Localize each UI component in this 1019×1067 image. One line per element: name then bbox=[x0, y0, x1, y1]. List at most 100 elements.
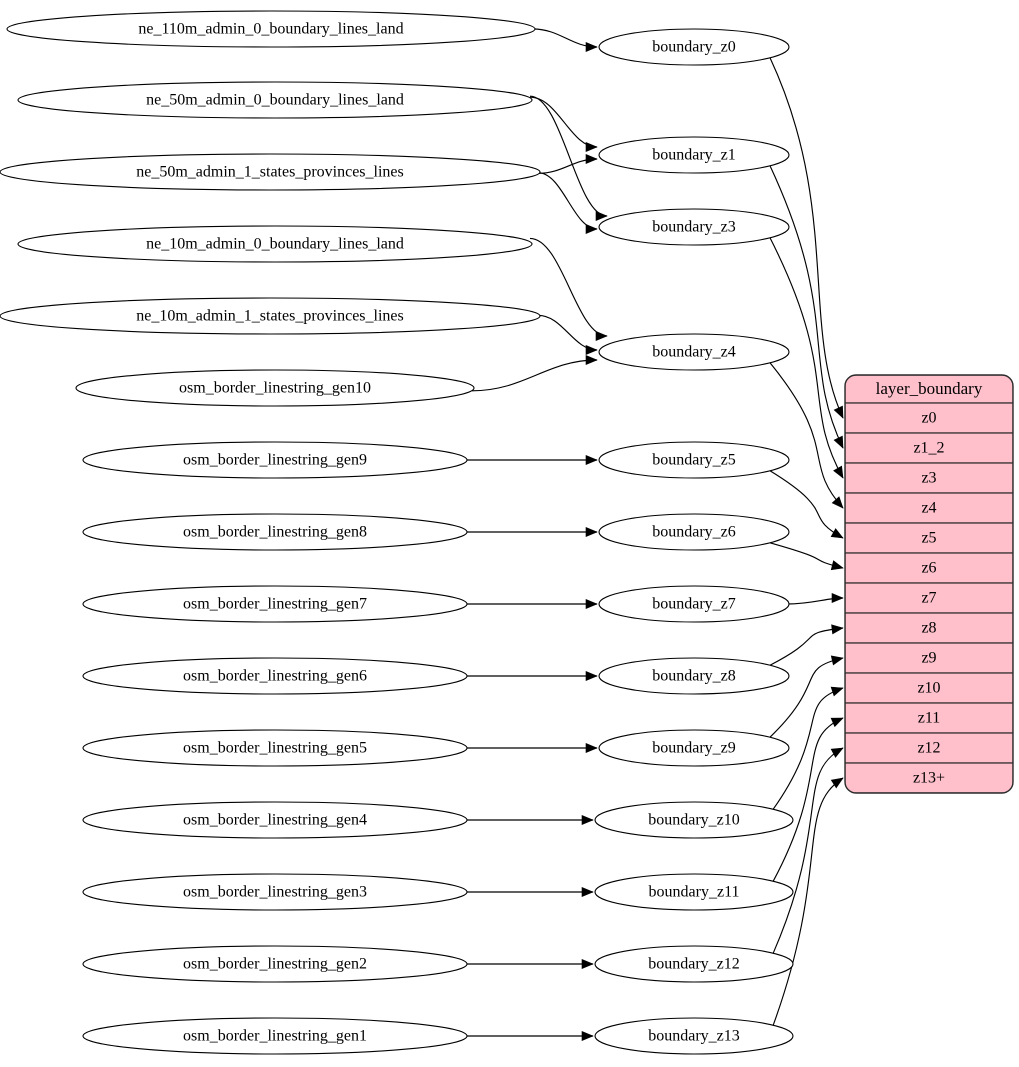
boundary-nodes-layer: boundary_z0 boundary_z1 boundary_z3boundar… bbox=[594, 28, 794, 1055]
boundary-node-boundary_z11-ellipse bbox=[594, 873, 794, 911]
edge-osm_border_linestring_gen6-to-boundary_z8-arrowhead bbox=[585, 670, 598, 682]
boundary-node-boundary_z7-label: boundary_z7 bbox=[652, 596, 736, 613]
source-node-osm_border_linestring_gen3-label: osm_border_linestring_gen3 bbox=[183, 884, 367, 901]
boundary-node-boundary_z0[interactable]: boundary_z0 bbox=[598, 28, 790, 66]
edge-ne_10m_admin_0_boundary_lines_land-to-boundary_z4-arrowhead bbox=[595, 330, 608, 342]
edge-ne_10m_admin_0_boundary_lines_land-to-boundary_z4-path bbox=[529, 237, 608, 337]
source-node-ne_10m_admin_1_states_provinces_lines-ellipse bbox=[0, 297, 541, 335]
edge-ne_50m_admin_0_boundary_lines_land-to-boundary_z3-arrowhead bbox=[595, 210, 608, 222]
source-node-osm_border_linestring_gen1-ellipse bbox=[82, 1017, 468, 1055]
source-node-osm_border_linestring_gen9[interactable]: osm_border_linestring_gen9 bbox=[82, 441, 468, 479]
edge-boundary_z5-to-table-z5-arrowhead bbox=[830, 528, 844, 539]
edge-boundary_z0-to-table-z0-path bbox=[769, 57, 844, 419]
source-node-osm_border_linestring_gen5[interactable]: osm_border_linestring_gen5 bbox=[82, 729, 468, 767]
table-row-z13+[interactable] bbox=[845, 762, 1013, 793]
source-node-ne_10m_admin_0_boundary_lines_land-ellipse bbox=[17, 225, 533, 263]
source-node-osm_border_linestring_gen2[interactable]: osm_border_linestring_gen2 bbox=[82, 945, 468, 983]
source-node-osm_border_linestring_gen1-label: osm_border_linestring_gen1 bbox=[183, 1028, 367, 1045]
edge-osm_border_linestring_gen2-to-boundary_z12-arrowhead bbox=[581, 958, 594, 970]
source-node-osm_border_linestring_gen1[interactable]: osm_border_linestring_gen1 bbox=[82, 1017, 468, 1055]
table-header-label: layer_boundary bbox=[876, 379, 983, 398]
source-nodes-layer: ne_110m_admin_0_boundary_lines_land ne_50… bbox=[0, 10, 541, 1055]
source-node-osm_border_linestring_gen3[interactable]: osm_border_linestring_gen3 bbox=[82, 873, 468, 911]
source-node-osm_border_linestring_gen6[interactable]: osm_border_linestring_gen6 bbox=[82, 657, 468, 695]
boundary-node-boundary_z3[interactable]: boundary_z3 bbox=[598, 208, 790, 246]
source-node-ne_50m_admin_1_states_provinces_lines-ellipse bbox=[0, 153, 541, 191]
edge-boundary_z0-to-table-z0-arrowhead bbox=[833, 405, 844, 419]
boundary-node-boundary_z11[interactable]: boundary_z11 bbox=[594, 873, 794, 911]
source-node-ne_10m_admin_0_boundary_lines_land[interactable]: ne_10m_admin_0_boundary_lines_land bbox=[17, 225, 533, 263]
boundary-node-boundary_z1-ellipse bbox=[598, 136, 790, 174]
edge-ne_50m_admin_0_boundary_lines_land-to-boundary_z1-arrowhead bbox=[585, 141, 598, 153]
table-row-z4[interactable] bbox=[845, 492, 1013, 524]
table-row-z6[interactable] bbox=[845, 552, 1013, 584]
table-outline bbox=[844, 374, 1014, 794]
source-node-ne_50m_admin_1_states_provinces_lines[interactable]: ne_50m_admin_1_states_provinces_lines bbox=[0, 153, 541, 191]
boundary-node-boundary_z7[interactable]: boundary_z7 bbox=[598, 585, 790, 623]
boundary-node-boundary_z10[interactable]: boundary_z10 bbox=[594, 801, 794, 839]
source-node-osm_border_linestring_gen9-label: osm_border_linestring_gen9 bbox=[183, 452, 367, 469]
source-node-osm_border_linestring_gen8-label: osm_border_linestring_gen8 bbox=[183, 524, 367, 541]
source-node-osm_border_linestring_gen5-label: osm_border_linestring_gen5 bbox=[183, 740, 367, 757]
edge-ne_50m_admin_0_boundary_lines_land-to-boundary_z1-path bbox=[529, 96, 598, 148]
boundary-node-boundary_z4[interactable]: boundary_z4 bbox=[598, 333, 790, 371]
source-node-osm_border_linestring_gen7-label: osm_border_linestring_gen7 bbox=[183, 596, 367, 613]
source-node-ne_10m_admin_1_states_provinces_lines[interactable]: ne_10m_admin_1_states_provinces_lines bbox=[0, 297, 541, 335]
edge-boundary_z1-to-table-z1_2-arrowhead bbox=[833, 435, 844, 449]
boundary-node-boundary_z5-label: boundary_z5 bbox=[652, 452, 736, 469]
table-row-z11[interactable] bbox=[845, 702, 1013, 734]
source-node-osm_border_linestring_gen6-label: osm_border_linestring_gen6 bbox=[183, 668, 367, 685]
boundary-node-boundary_z8-ellipse bbox=[598, 657, 790, 695]
edge-boundary_z13-to-table-z13+-path bbox=[772, 777, 844, 1026]
boundary-node-boundary_z1[interactable]: boundary_z1 bbox=[598, 136, 790, 174]
edge-ne_50m_admin_1_states_provinces_lines-to-boundary_z1-arrowhead bbox=[585, 153, 598, 165]
table-row-label-z3: z3 bbox=[921, 470, 936, 487]
table-row-label-z12: z12 bbox=[917, 740, 940, 757]
boundary-node-boundary_z13-label: boundary_z13 bbox=[648, 1028, 740, 1045]
table-row-z8[interactable] bbox=[845, 612, 1013, 644]
boundary-node-boundary_z8[interactable]: boundary_z8 bbox=[598, 657, 790, 695]
edge-boundary_z10-to-table-z10-arrowhead bbox=[830, 686, 844, 697]
boundary-node-boundary_z3-ellipse bbox=[598, 208, 790, 246]
edges-layer bbox=[464, 28, 844, 1042]
edge-osm_border_linestring_gen10-to-boundary_z4-arrowhead bbox=[585, 354, 598, 366]
boundary-node-boundary_z4-label: boundary_z4 bbox=[652, 344, 736, 361]
table-row-label-z5: z5 bbox=[921, 530, 936, 547]
boundary-node-boundary_z9[interactable]: boundary_z9 bbox=[598, 729, 790, 767]
boundary-node-boundary_z12[interactable]: boundary_z12 bbox=[594, 945, 794, 983]
table-row-label-z10: z10 bbox=[917, 680, 940, 697]
edge-boundary_z9-to-table-z9-arrowhead bbox=[830, 655, 844, 666]
source-node-osm_border_linestring_gen4-ellipse bbox=[82, 801, 468, 839]
edge-boundary_z5-to-table-z5-path bbox=[769, 470, 844, 539]
source-node-ne_110m_admin_0_boundary_lines_land[interactable]: ne_110m_admin_0_boundary_lines_land bbox=[6, 10, 536, 48]
source-node-ne_110m_admin_0_boundary_lines_land-label: ne_110m_admin_0_boundary_lines_land bbox=[138, 21, 403, 38]
source-node-ne_50m_admin_0_boundary_lines_land[interactable]: ne_50m_admin_0_boundary_lines_land bbox=[17, 81, 533, 119]
boundary-node-boundary_z13[interactable]: boundary_z13 bbox=[594, 1017, 794, 1055]
source-node-osm_border_linestring_gen7[interactable]: osm_border_linestring_gen7 bbox=[82, 585, 468, 623]
layer-boundary-table-body: layer_boundary z0 z1_2 z3 z4 z5 z6 z7 z8 z9 z10 z11… bbox=[845, 375, 1013, 793]
boundary-node-boundary_z11-label: boundary_z11 bbox=[649, 884, 740, 901]
source-node-osm_border_linestring_gen4[interactable]: osm_border_linestring_gen4 bbox=[82, 801, 468, 839]
boundary-node-boundary_z6[interactable]: boundary_z6 bbox=[598, 513, 790, 551]
edge-osm_border_linestring_gen5-to-boundary_z9-arrowhead bbox=[585, 742, 598, 754]
source-node-osm_border_linestring_gen2-label: osm_border_linestring_gen2 bbox=[183, 956, 367, 973]
boundary-node-boundary_z13-ellipse bbox=[594, 1017, 794, 1055]
table-row-label-z4: z4 bbox=[921, 500, 936, 517]
edge-boundary_z12-to-table-z12-arrowhead bbox=[830, 747, 844, 758]
boundary-node-boundary_z5[interactable]: boundary_z5 bbox=[598, 441, 790, 479]
table-row-z3[interactable] bbox=[845, 462, 1013, 494]
boundary-node-boundary_z10-ellipse bbox=[594, 801, 794, 839]
edge-boundary_z11-to-table-z11-path bbox=[772, 717, 844, 882]
source-node-osm_border_linestring_gen9-ellipse bbox=[82, 441, 468, 479]
source-node-osm_border_linestring_gen8[interactable]: osm_border_linestring_gen8 bbox=[82, 513, 468, 551]
source-node-osm_border_linestring_gen7-ellipse bbox=[82, 585, 468, 623]
boundary-node-boundary_z12-label: boundary_z12 bbox=[648, 956, 740, 973]
table-row-z7[interactable] bbox=[845, 582, 1013, 614]
edge-boundary_z8-to-table-z8-path bbox=[769, 627, 844, 666]
table-row-z5[interactable] bbox=[845, 522, 1013, 554]
boundary-node-boundary_z1-label: boundary_z1 bbox=[652, 147, 736, 164]
table-row-z9[interactable] bbox=[845, 642, 1013, 674]
source-node-osm_border_linestring_gen10[interactable]: osm_border_linestring_gen10 bbox=[75, 369, 475, 407]
edge-ne_10m_admin_1_states_provinces_lines-to-boundary_z4-arrowhead bbox=[585, 344, 598, 356]
